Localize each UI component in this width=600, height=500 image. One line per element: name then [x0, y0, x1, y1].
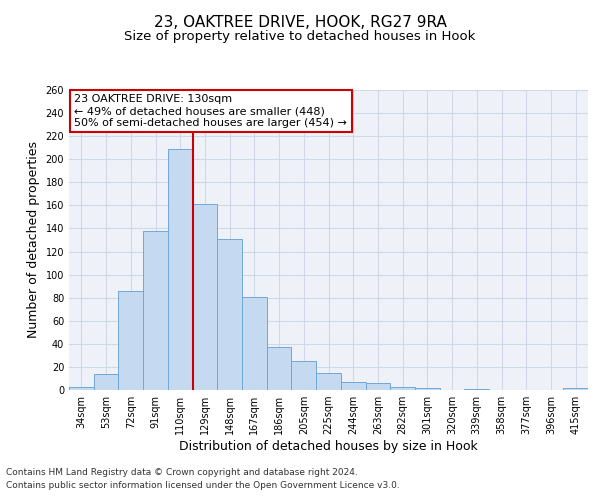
Text: 23 OAKTREE DRIVE: 130sqm
← 49% of detached houses are smaller (448)
50% of semi-: 23 OAKTREE DRIVE: 130sqm ← 49% of detach…: [74, 94, 347, 128]
Bar: [267, 348, 292, 390]
Bar: [415, 388, 440, 390]
Bar: [292, 361, 316, 390]
Text: Contains HM Land Registry data © Crown copyright and database right 2024.: Contains HM Land Registry data © Crown c…: [6, 468, 358, 477]
Bar: [143, 231, 168, 390]
Bar: [193, 204, 217, 390]
Bar: [316, 372, 341, 390]
Bar: [168, 149, 193, 390]
Bar: [341, 382, 365, 390]
Bar: [217, 239, 242, 390]
Bar: [563, 388, 588, 390]
Bar: [69, 386, 94, 390]
Bar: [365, 383, 390, 390]
Bar: [94, 374, 118, 390]
Text: 23, OAKTREE DRIVE, HOOK, RG27 9RA: 23, OAKTREE DRIVE, HOOK, RG27 9RA: [154, 15, 446, 30]
Bar: [242, 296, 267, 390]
Text: Contains public sector information licensed under the Open Government Licence v3: Contains public sector information licen…: [6, 480, 400, 490]
Text: Size of property relative to detached houses in Hook: Size of property relative to detached ho…: [124, 30, 476, 43]
X-axis label: Distribution of detached houses by size in Hook: Distribution of detached houses by size …: [179, 440, 478, 453]
Y-axis label: Number of detached properties: Number of detached properties: [27, 142, 40, 338]
Bar: [390, 386, 415, 390]
Bar: [118, 291, 143, 390]
Bar: [464, 389, 489, 390]
